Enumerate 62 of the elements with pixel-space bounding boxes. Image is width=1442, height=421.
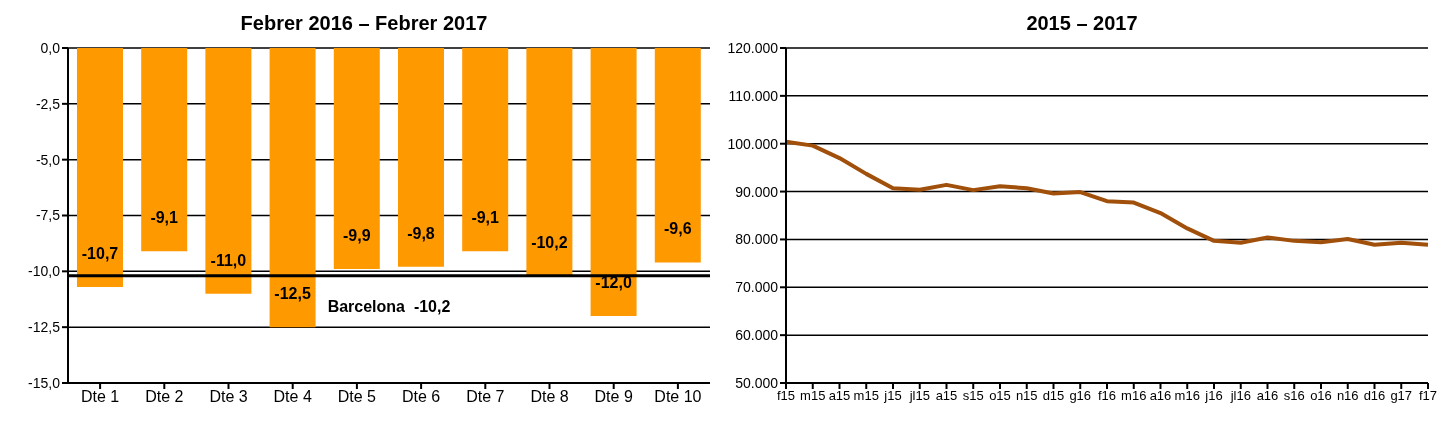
y-tick-label: 120.000 [727, 39, 779, 56]
x-tick-label: j16 [1204, 388, 1223, 404]
data-label: -9,1 [150, 209, 179, 227]
y-tick-label: 50.000 [735, 374, 779, 391]
x-tick-label: Dte 7 [466, 388, 505, 406]
x-tick-label: Dte 4 [273, 388, 312, 406]
y-tick-label: 110.000 [728, 87, 779, 104]
x-tick-label: s16 [1283, 388, 1305, 404]
y-tick-label: -10,0 [28, 263, 61, 280]
x-tick-label: Dte 10 [654, 388, 702, 406]
x-tick-label: s15 [962, 388, 984, 404]
x-tick-label: n16 [1336, 388, 1359, 404]
data-label: -10,7 [81, 244, 119, 262]
x-tick-label: a15 [828, 388, 851, 404]
x-tick-label: d15 [1042, 388, 1065, 404]
x-tick-label: o15 [989, 388, 1011, 404]
x-tick-label: Dte 2 [145, 388, 184, 406]
y-tick-label: 100.000 [727, 135, 779, 152]
y-tick-label: -7,5 [35, 207, 61, 224]
x-tick-label: a15 [935, 388, 958, 404]
x-tick-label: Dte 1 [80, 388, 120, 406]
y-tick-label: -15,0 [28, 374, 61, 391]
x-tick-label: a16 [1149, 388, 1172, 404]
x-tick-label: d16 [1363, 388, 1386, 404]
y-tick-label: 90.000 [735, 183, 779, 200]
x-tick-label: m15 [800, 388, 826, 404]
y-tick-label: 70.000 [735, 279, 779, 296]
x-tick-label: Dte 5 [337, 388, 377, 406]
x-tick-label: g17 [1390, 388, 1413, 404]
y-tick-label: -12,5 [28, 319, 61, 336]
y-tick-label: 80.000 [735, 231, 779, 248]
x-tick-label: m16 [1174, 388, 1200, 404]
x-tick-label: m15 [853, 388, 879, 404]
y-tick-label: 60.000 [735, 327, 779, 344]
x-tick-label: f15 [776, 388, 796, 404]
x-tick-label: Dte 8 [530, 388, 569, 406]
y-tick-label: -2,5 [35, 95, 61, 112]
x-tick-label: a16 [1256, 388, 1279, 404]
y-tick-label: -5,0 [35, 151, 61, 168]
data-label: -12,5 [274, 285, 311, 303]
data-label: -11,0 [210, 251, 247, 269]
x-tick-label: o16 [1310, 388, 1332, 404]
x-tick-label: n15 [1015, 388, 1038, 404]
x-tick-label: f17 [1418, 388, 1438, 404]
x-tick-label: g16 [1069, 388, 1092, 404]
chart-title: 2015 – 2017 [1025, 11, 1139, 36]
x-tick-label: Dte 3 [209, 388, 248, 406]
data-label: -9,9 [343, 227, 371, 245]
data-label: -9,8 [407, 224, 435, 242]
x-tick-label: j15 [883, 388, 902, 404]
chart-title: Febrer 2016 – Febrer 2017 [239, 11, 489, 36]
x-tick-label: m16 [1121, 388, 1147, 404]
y-tick-label: 0,0 [40, 39, 61, 56]
x-tick-label: Dte 6 [401, 388, 441, 406]
x-tick-label: Dte 9 [594, 388, 633, 406]
ref-line-label: Barcelona -10,2 [327, 297, 451, 315]
data-label: -9,1 [471, 209, 500, 227]
x-tick-label: jl15 [908, 388, 930, 404]
data-label: -9,6 [664, 220, 692, 238]
x-tick-label: jl16 [1229, 388, 1251, 404]
x-tick-label: f16 [1097, 388, 1117, 404]
data-label: -10,2 [531, 233, 568, 251]
